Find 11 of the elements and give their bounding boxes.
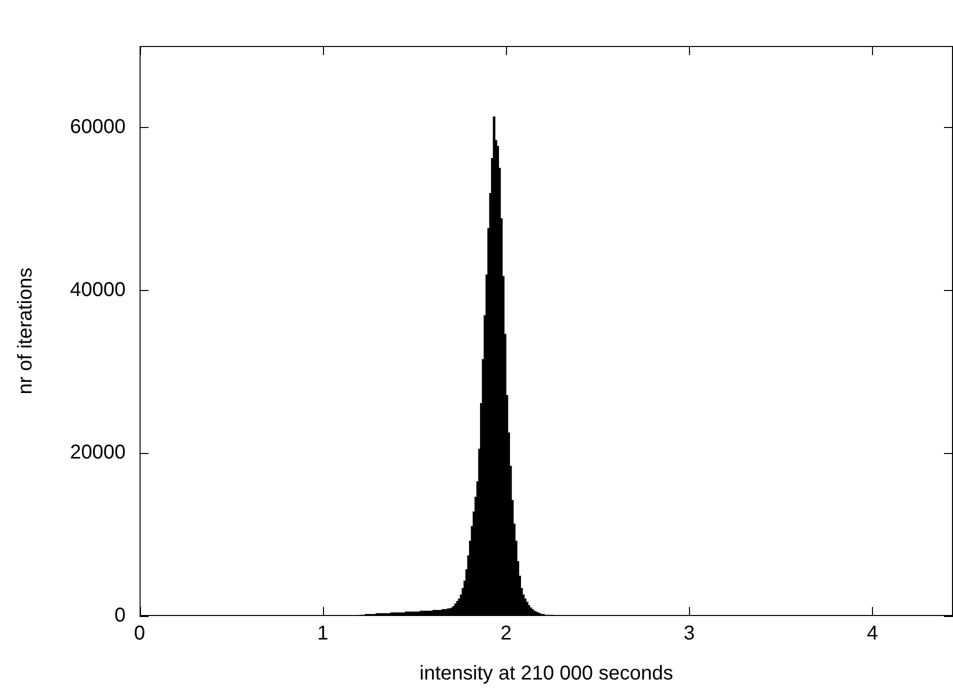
x-axis-title: intensity at 210 000 seconds	[420, 662, 674, 685]
x-tick-label: 1	[317, 622, 328, 645]
y-axis-title: nr of iterations	[14, 268, 37, 394]
x-tick-label: 3	[684, 622, 695, 645]
y-tick-label: 0	[114, 604, 126, 627]
y-tick-label: 20000	[70, 442, 126, 464]
y-tick-label: 60000	[70, 116, 126, 138]
x-tick-label: 4	[866, 622, 878, 645]
x-tick-label: 0	[134, 622, 146, 645]
x-tick-label: 2	[500, 622, 512, 645]
y-tick-label: 40000	[70, 278, 126, 301]
